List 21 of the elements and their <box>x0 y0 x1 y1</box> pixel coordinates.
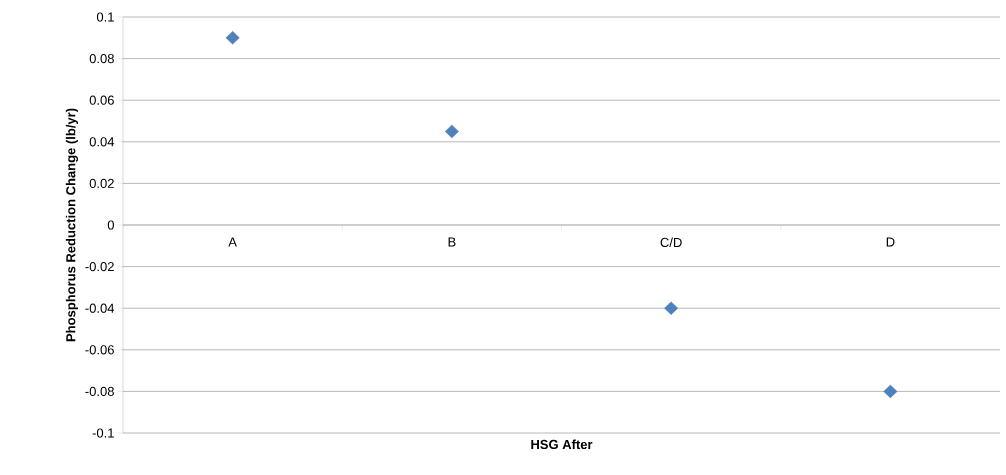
y-tick-label: 0.1 <box>96 12 114 22</box>
y-tick-label: -0.02 <box>85 261 114 272</box>
point <box>444 124 459 139</box>
y-tick-label: -0.04 <box>85 303 115 313</box>
y-tick-label: 0.06 <box>89 95 114 105</box>
y-axis-title: Phosphorus Reduction Change (lb/yr) <box>65 108 78 342</box>
y-tick-label: -0.1 <box>92 428 114 438</box>
y-tick-label: 0.02 <box>89 178 114 188</box>
point <box>883 384 898 399</box>
point <box>225 31 240 45</box>
y-tick-label: -0.08 <box>85 386 114 396</box>
x-tick-label: B <box>448 237 456 247</box>
x-tick-label: D <box>886 237 895 247</box>
y-tick-label: 0.08 <box>89 53 114 64</box>
y-tick-label: 0 <box>107 220 114 230</box>
x-axis-title: HSG After <box>531 439 593 450</box>
x-tick-label: C/D <box>660 237 682 248</box>
y-tick-label: 0.04 <box>89 137 115 147</box>
x-tick-label: A <box>228 237 237 247</box>
point <box>664 301 679 315</box>
y-tick-label: -0.06 <box>85 345 114 355</box>
